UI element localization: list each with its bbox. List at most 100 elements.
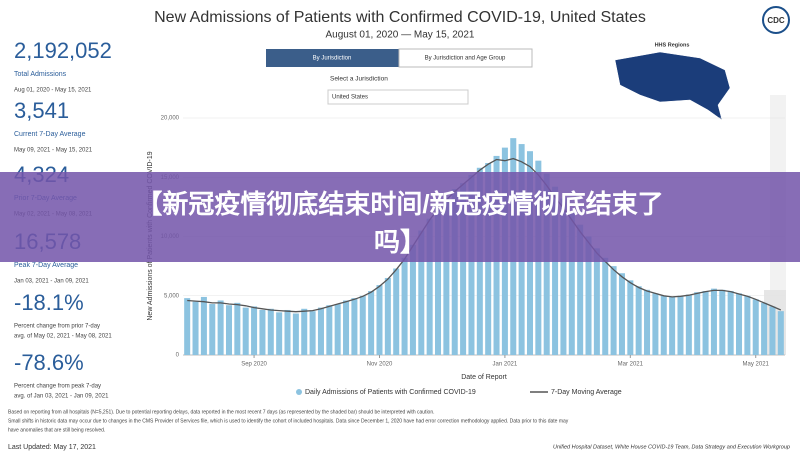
bar [184, 298, 191, 355]
bar [618, 273, 625, 355]
bar [585, 236, 592, 355]
bar [644, 289, 651, 355]
bar [694, 292, 701, 355]
y-tick-label: 20,000 [161, 116, 180, 122]
bar [225, 305, 232, 355]
select-label: Select a Jurisdiction [330, 76, 388, 83]
select-box[interactable] [327, 89, 469, 105]
bar [702, 291, 709, 355]
bar [736, 293, 743, 355]
bar [727, 291, 734, 355]
bar [292, 313, 299, 355]
bar [627, 280, 634, 355]
bar [593, 248, 600, 355]
bar [359, 295, 366, 355]
bar [552, 186, 559, 355]
map-title: HHS Regions [655, 42, 690, 48]
bar [368, 291, 375, 355]
stat-period: avg. of Jan 03, 2021 - Jan 09, 2021 [14, 394, 109, 400]
bar [577, 224, 584, 355]
bar [251, 306, 258, 355]
bar [384, 277, 391, 355]
tab-active[interactable] [266, 49, 399, 67]
legend-label: Daily Admissions of Patients with Confir… [305, 389, 476, 396]
bar [719, 289, 726, 355]
bar [769, 306, 776, 355]
footnote: have anomalies that are still being reso… [8, 427, 105, 433]
moving-average-line [187, 157, 782, 313]
x-tick-label: Mar 2021 [618, 362, 644, 368]
stat-period: Jan 03, 2021 - Jan 09, 2021 [14, 279, 89, 285]
bar [669, 296, 676, 355]
bar [635, 286, 642, 355]
bar [677, 295, 684, 355]
bar [761, 302, 768, 355]
logo-ring [762, 6, 790, 34]
x-tick-label: Sep 2020 [241, 362, 267, 368]
stat-label: Total Admissions [14, 71, 67, 78]
bar [267, 308, 274, 355]
bar [752, 299, 759, 355]
bar [376, 285, 383, 355]
bar [560, 198, 567, 355]
bar [777, 311, 784, 355]
stat-value: 2,192,052 [14, 38, 112, 63]
x-tick-label: May 2021 [743, 362, 770, 368]
banner-bg [0, 172, 800, 262]
tab[interactable]: By Jurisdiction and Age Group [425, 56, 506, 62]
x-tick-label: Nov 2020 [367, 362, 393, 368]
bar [334, 304, 341, 355]
x-axis-label: Date of Report [461, 374, 507, 381]
bar [426, 218, 433, 355]
footnote: Small shifts in historic data may occur … [8, 418, 569, 424]
bar [710, 288, 717, 355]
bar [401, 257, 408, 355]
bar [460, 183, 467, 355]
tab[interactable]: By Jurisdiction [313, 56, 352, 62]
bar [610, 266, 617, 355]
bar [568, 211, 575, 355]
stat-label: Current 7-Day Average [14, 131, 86, 138]
stat-period: May 09, 2021 - May 15, 2021 [14, 148, 93, 154]
bar [443, 198, 450, 355]
select-value[interactable]: United States [332, 95, 368, 101]
stat-period: avg. of May 02, 2021 - May 08, 2021 [14, 334, 112, 340]
bar [284, 309, 291, 355]
banner: 【新冠疫情彻底结束时间/新冠疫情彻底结束了 [136, 189, 663, 219]
bar [468, 174, 475, 355]
bar [435, 206, 442, 355]
bar [451, 189, 458, 355]
stat-label: Percent change from prior 7-day [14, 324, 100, 330]
bar [343, 300, 350, 355]
bar [234, 302, 241, 355]
bar [409, 244, 416, 355]
bar [543, 173, 550, 355]
bar [326, 305, 333, 355]
last-updated: Last Updated: May 17, 2021 [8, 444, 96, 451]
stat-value: -78.6% [14, 350, 84, 375]
legend-swatch [296, 389, 302, 395]
bar [685, 294, 692, 355]
bar [209, 304, 216, 355]
bar [744, 295, 751, 355]
stat-value: 3,541 [14, 98, 69, 123]
stat-value: -18.1% [14, 290, 84, 315]
bar [301, 308, 308, 355]
source: Unified Hospital Dataset, White House CO… [553, 444, 790, 450]
bar [259, 309, 266, 355]
bar [317, 307, 324, 355]
bar [276, 312, 283, 355]
stat-label: Peak 7-Day Average [14, 262, 78, 269]
bar [393, 268, 400, 355]
bar [351, 298, 358, 355]
legend-label: 7-Day Moving Average [551, 389, 622, 396]
map[interactable] [614, 51, 731, 121]
subtitle: August 01, 2020 — May 15, 2021 [326, 30, 475, 41]
footnote: Based on reporting from all hospitals (N… [8, 409, 435, 415]
bar [602, 257, 609, 355]
bar [217, 300, 224, 355]
bar [418, 230, 425, 355]
tab-inactive[interactable] [398, 48, 533, 68]
title: New Admissions of Patients with Confirme… [154, 9, 646, 26]
